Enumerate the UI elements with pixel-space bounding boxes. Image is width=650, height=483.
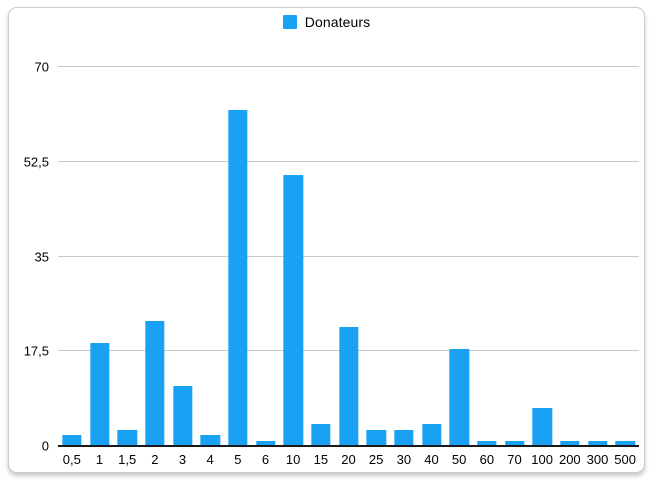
x-tick-label: 4: [206, 452, 214, 467]
y-tick-label: 35: [34, 249, 49, 264]
x-tick-label: 25: [368, 452, 384, 467]
x-tick-label: 20: [341, 452, 356, 467]
x-tick-label: 15: [313, 452, 329, 467]
chart-frame: Donateurs 0 17,5 35 52,5 70 0,5 1 1,5 2 3 4 5 6 10 15…: [8, 7, 645, 473]
bar-500: [615, 440, 635, 446]
x-tick-label: 1,5: [118, 452, 137, 467]
bar-20: [338, 326, 359, 446]
bar-2: [145, 321, 165, 446]
bar-0,5: [62, 435, 82, 446]
bar-1: [89, 343, 110, 446]
y-axis-labels: 0 17,5 35 52,5 70: [9, 61, 49, 453]
y-tick-label: 0: [41, 438, 49, 454]
x-tick-label: 500: [614, 452, 637, 467]
bar-50: [449, 348, 469, 446]
x-tick-label: 5: [234, 452, 242, 467]
bar-200: [560, 440, 580, 446]
bar-5: [228, 110, 248, 446]
x-tick-label: 2: [151, 452, 159, 467]
x-tick-label: 1: [95, 452, 104, 467]
bar-1,5: [117, 429, 137, 446]
bar-40: [421, 424, 442, 446]
bar-10: [283, 175, 303, 446]
bar-70: [504, 440, 525, 446]
bar-100: [532, 408, 552, 446]
x-tick-label: 100: [531, 452, 554, 467]
x-tick-label: 40: [424, 452, 439, 467]
gridline: [58, 66, 639, 67]
x-axis-line: [58, 445, 639, 447]
bar-25: [366, 429, 386, 446]
x-tick-label: 0,5: [62, 452, 81, 467]
bar-4: [200, 435, 220, 446]
x-tick-label: 200: [558, 452, 581, 467]
y-tick-label: 70: [34, 59, 49, 75]
y-tick-label: 17,5: [23, 343, 49, 359]
bar-30: [394, 429, 414, 446]
x-axis-labels: 0,5 1 1,5 2 3 4 5 6 10 15 20 25 30 40 50 60 70 100 200 300 5…: [58, 451, 639, 469]
bar-3: [172, 386, 193, 446]
bar-300: [587, 440, 608, 446]
x-tick-label: 3: [178, 452, 187, 467]
plot-area: [58, 66, 639, 447]
x-tick-label: 6: [261, 452, 270, 467]
legend-label: Donateurs: [304, 14, 371, 30]
legend: Donateurs: [9, 10, 644, 34]
x-tick-label: 60: [479, 452, 495, 467]
legend-swatch-icon: [282, 15, 297, 29]
x-tick-label: 50: [451, 452, 467, 467]
y-tick-label: 52,5: [23, 154, 49, 170]
gridline: [58, 160, 639, 162]
bar-6: [255, 440, 276, 446]
x-tick-label: 300: [586, 452, 609, 467]
x-tick-label: 10: [285, 452, 301, 467]
x-tick-label: 30: [396, 452, 412, 467]
bar-15: [311, 424, 331, 446]
gridline: [58, 255, 639, 257]
x-tick-label: 70: [507, 452, 522, 467]
bar-60: [477, 440, 497, 446]
